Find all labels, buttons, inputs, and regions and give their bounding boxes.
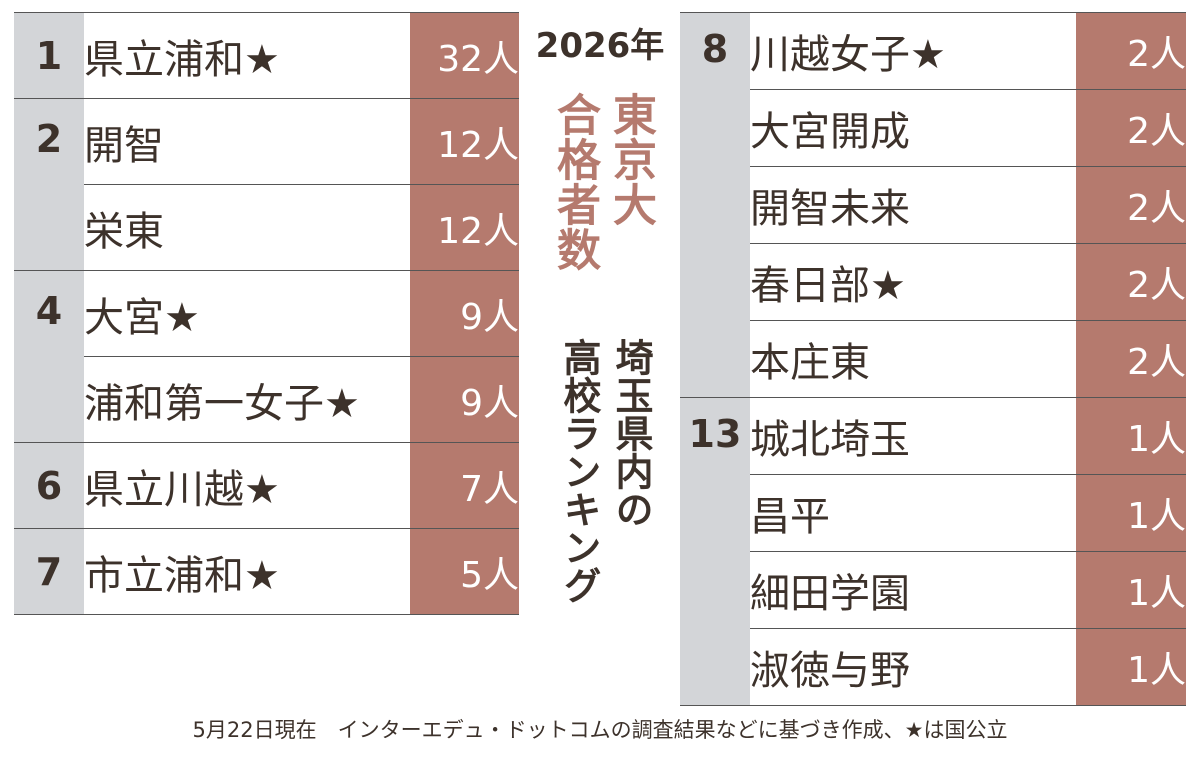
pass-count: 9人 [410,270,519,357]
school-name: 市立浦和★ [84,528,410,615]
school-name: 細田学園 [750,551,1076,629]
pass-count: 2人 [1076,89,1186,167]
footnote: 5月22日現在 インターエデュ・ドットコムの調査結果などに基づき作成、★は国公立 [192,718,1008,742]
pass-count: 1人 [1076,551,1186,629]
school-name: 県立川越★ [84,442,410,529]
pass-count: 7人 [410,442,519,529]
rank-number: 1 [14,12,84,99]
school-name: 大宮開成 [750,89,1076,167]
school-name: 川越女子★ [750,12,1076,90]
school-name: 昌平 [750,474,1076,552]
ranking-table-right: 8 川越女子★ 2人 大宮開成 2人 開智未来 2人 春日部★ 2人 本庄東 2… [680,12,1186,706]
ranking-table-left: 1 県立浦和★ 32人 2 開智 12人 栄東 12人 4 大宮★ 9人 浦和第… [14,12,519,615]
rank-number: 7 [14,528,84,615]
school-name: 県立浦和★ [84,12,410,99]
school-name: 春日部★ [750,243,1076,321]
school-name: 栄東 [84,184,410,271]
school-name: 本庄東 [750,320,1076,398]
school-name: 開智 [84,98,410,185]
pass-count: 12人 [410,98,519,185]
rank-number: 2 [14,98,84,271]
school-name: 城北埼玉 [750,397,1076,475]
pass-count: 1人 [1076,397,1186,475]
rank-number: 8 [680,12,750,398]
title-block: 2026年 東京大 合格者数 埼玉県内の 高校ランキング [520,0,680,700]
rank-number: 13 [680,397,750,706]
pass-count: 1人 [1076,474,1186,552]
subtitle-line-1: 埼玉県内の [609,338,653,528]
rank-number: 6 [14,442,84,529]
school-name: 大宮★ [84,270,410,357]
pass-count: 1人 [1076,628,1186,706]
rank-group-2: 2 開智 12人 栄東 12人 [14,98,519,271]
rank-group-4: 4 大宮★ 9人 浦和第一女子★ 9人 [14,270,519,443]
rank-group-13: 13 城北埼玉 1人 昌平 1人 細田学園 1人 淑徳与野 1人 [680,397,1186,706]
pass-count: 5人 [410,528,519,615]
pass-count: 2人 [1076,320,1186,398]
pass-count: 32人 [410,12,519,99]
pass-count: 2人 [1076,12,1186,90]
rank-group-1: 1 県立浦和★ 32人 [14,12,519,99]
title-line-1: 東京大 [605,92,656,227]
school-name: 浦和第一女子★ [84,356,410,443]
rank-number: 4 [14,270,84,443]
pass-count: 2人 [1076,243,1186,321]
year-label: 2026年 [535,26,665,66]
subtitle-line-2: 高校ランキング [557,338,601,604]
title-line-2: 合格者数 [549,92,600,272]
rank-group-8: 8 川越女子★ 2人 大宮開成 2人 開智未来 2人 春日部★ 2人 本庄東 2… [680,12,1186,398]
school-name: 開智未来 [750,166,1076,244]
rank-group-6: 6 県立川越★ 7人 [14,442,519,529]
pass-count: 12人 [410,184,519,271]
rank-group-7: 7 市立浦和★ 5人 [14,528,519,615]
pass-count: 9人 [410,356,519,443]
school-name: 淑徳与野 [750,628,1076,706]
pass-count: 2人 [1076,166,1186,244]
